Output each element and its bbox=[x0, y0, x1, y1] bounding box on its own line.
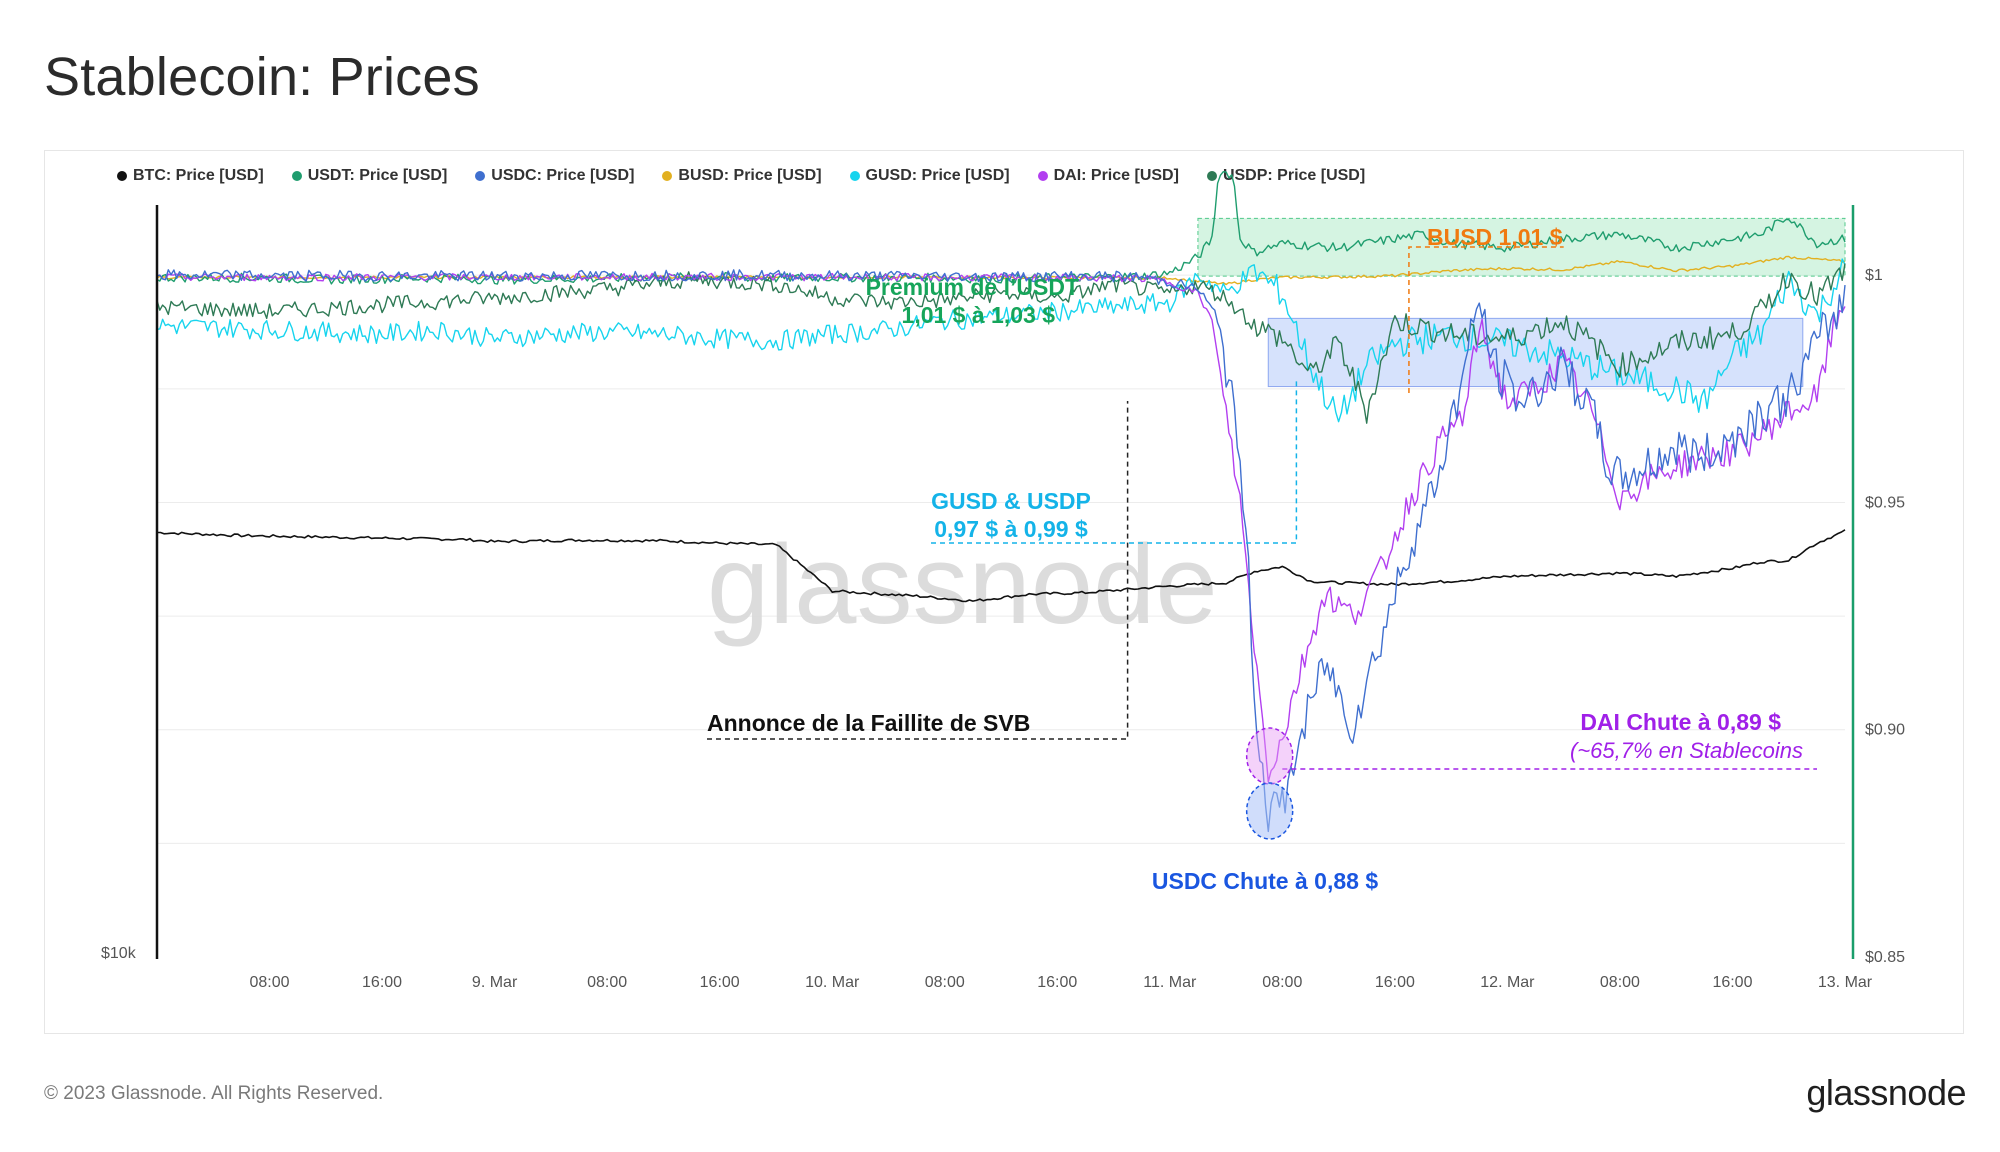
legend-item-usdp[interactable]: USDP: Price [USD] bbox=[1206, 167, 1366, 185]
legend-dot-busd bbox=[662, 171, 673, 181]
legend-dot-dai bbox=[1037, 171, 1048, 181]
legend-dot-btc bbox=[117, 171, 127, 181]
legend-item-gusd[interactable]: GUSD: Price [USD] bbox=[849, 167, 1010, 185]
series-line-usdc bbox=[156, 269, 1846, 833]
usdt-premium-band bbox=[1197, 217, 1846, 277]
x-tick-label-3: 08:00 bbox=[587, 974, 627, 991]
legend-label-gusd: GUSD: Price [USD] bbox=[865, 167, 1010, 184]
y-tick-label-3: $0.85 bbox=[1865, 949, 1905, 966]
legend-dot-usdp bbox=[1206, 171, 1217, 181]
annotation-dai-share: (~65,7% en Stablecoins bbox=[1570, 738, 1803, 763]
copyright-text: © 2023 Glassnode. All Rights Reserved. bbox=[44, 1083, 384, 1104]
series-line-btc bbox=[157, 529, 1846, 603]
busd-guide-line bbox=[1408, 246, 1564, 393]
annotation-gusd-range: 0,97 $ à 0,99 $ bbox=[934, 516, 1088, 542]
legend-item-usdt[interactable]: USDT: Price [USD] bbox=[291, 167, 448, 185]
x-tick-label-5: 10. Mar bbox=[805, 974, 860, 991]
x-tick-label-9: 08:00 bbox=[1262, 974, 1302, 991]
legend-dot-usdc bbox=[475, 171, 486, 181]
series-line-busd bbox=[156, 255, 1846, 286]
y-tick-label-0: $1 bbox=[1865, 267, 1883, 284]
legend-label-usdp: USDP: Price [USD] bbox=[1222, 167, 1366, 184]
annotation-busd: BUSD 1,01 $ bbox=[1427, 224, 1563, 250]
glassnode-logo: glassnode bbox=[1806, 1072, 1966, 1113]
legend-item-busd[interactable]: BUSD: Price [USD] bbox=[662, 167, 822, 185]
x-tick-label-13: 16:00 bbox=[1712, 974, 1752, 991]
x-tick-label-10: 16:00 bbox=[1375, 974, 1415, 991]
x-tick-label-6: 08:00 bbox=[925, 974, 965, 991]
chart-container: BTC: Price [USD] USDT: Price [USD] USDC: P… bbox=[44, 150, 1964, 1034]
annotation-gusd-title: GUSD & USDP bbox=[931, 488, 1091, 514]
legend-label-busd: BUSD: Price [USD] bbox=[678, 167, 822, 184]
x-tick-label-4: 16:00 bbox=[700, 974, 740, 991]
gusd-guide-line bbox=[931, 381, 1298, 544]
legend-item-btc[interactable]: BTC: Price [USD] bbox=[117, 167, 264, 185]
x-tick-label-7: 16:00 bbox=[1037, 974, 1077, 991]
chart-legend: BTC: Price [USD] USDT: Price [USD] USDC: P… bbox=[117, 167, 1393, 185]
annotation-premium-range: 1,01 $ à 1,03 $ bbox=[902, 302, 1056, 328]
series-line-usdt bbox=[156, 171, 1846, 285]
dai-low-marker bbox=[1245, 727, 1294, 785]
y-tick-label-2: $0.90 bbox=[1865, 722, 1905, 739]
x-tick-label-2: 9. Mar bbox=[472, 974, 518, 991]
legend-item-usdc[interactable]: USDC: Price [USD] bbox=[475, 167, 634, 185]
gusd-usdp-band bbox=[1267, 317, 1804, 388]
legend-label-dai: DAI: Price [USD] bbox=[1053, 167, 1179, 184]
usdc-low-marker bbox=[1245, 782, 1294, 840]
legend-label-usdt: USDT: Price [USD] bbox=[307, 167, 448, 184]
x-tick-label-8: 11. Mar bbox=[1143, 974, 1197, 991]
legend-dot-usdt bbox=[291, 171, 302, 181]
annotation-usdc: USDC Chute à 0,88 $ bbox=[1152, 868, 1378, 894]
series-line-gusd bbox=[156, 258, 1846, 423]
annotation-premium-title: Premium de l’USDT bbox=[866, 274, 1079, 300]
x-tick-label-0: 08:00 bbox=[250, 974, 290, 991]
left-tick-label-0: $10k bbox=[101, 945, 137, 962]
annotation-svb: Annonce de la Faillite de SVB bbox=[707, 710, 1030, 736]
legend-dot-gusd bbox=[849, 171, 860, 181]
annotation-dai-title: DAI Chute à 0,89 $ bbox=[1580, 709, 1781, 735]
x-tick-label-12: 08:00 bbox=[1600, 974, 1640, 991]
x-tick-label-11: 12. Mar bbox=[1480, 974, 1535, 991]
legend-item-dai[interactable]: DAI: Price [USD] bbox=[1037, 167, 1179, 185]
series-line-usdp bbox=[156, 263, 1846, 424]
page-title: Stablecoin: Prices bbox=[44, 47, 480, 107]
x-tick-label-14: 13. Mar bbox=[1818, 974, 1873, 991]
x-tick-label-1: 16:00 bbox=[362, 974, 402, 991]
legend-label-btc: BTC: Price [USD] bbox=[133, 167, 264, 184]
y-tick-label-1: $0.95 bbox=[1865, 494, 1905, 511]
legend-label-usdc: USDC: Price [USD] bbox=[491, 167, 635, 184]
